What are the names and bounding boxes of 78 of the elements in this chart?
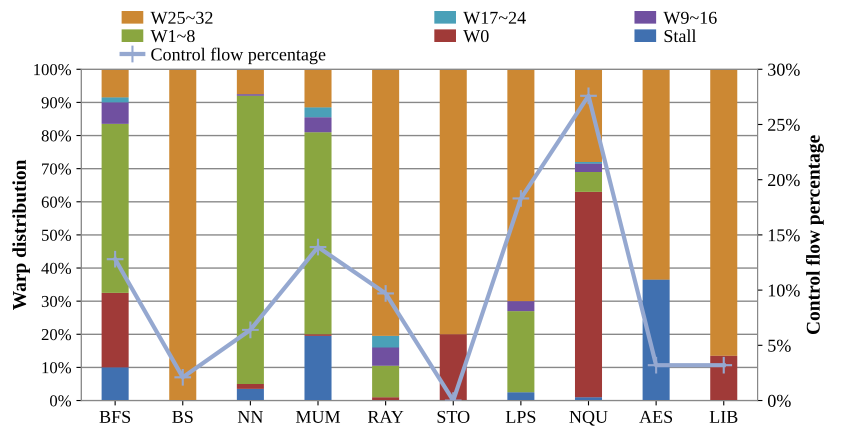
- point: [512, 189, 530, 208]
- x-tick-label: BFS: [100, 410, 130, 423]
- y2-tick-label: 30%: [768, 64, 800, 76]
- bar: [304, 132, 332, 334]
- bar: [304, 69, 332, 108]
- y-axis-title: Warp distribution: [12, 160, 30, 310]
- bar: [507, 301, 534, 312]
- bar: [372, 69, 400, 336]
- y-tick-label: 60%: [42, 196, 72, 208]
- x-tick-label: LIB: [710, 410, 738, 423]
- bar: [574, 172, 602, 192]
- legend-label: Control flow percentage: [151, 48, 326, 64]
- x-tick-label: LPS: [506, 410, 536, 423]
- y2-tick-label: 0%: [768, 394, 791, 408]
- point: [376, 284, 396, 303]
- bar: [102, 69, 129, 98]
- legend-label: W0: [463, 30, 489, 42]
- bar: [710, 356, 738, 401]
- bar: [507, 311, 534, 392]
- y-tick-label: 10%: [42, 362, 72, 374]
- bar: [102, 292, 129, 368]
- bar: [574, 397, 602, 401]
- y-tick-label: 40%: [41, 262, 72, 274]
- bar: [236, 96, 264, 384]
- y2-tick-label: 10%: [768, 284, 800, 297]
- y-tick-label: 100%: [34, 64, 72, 76]
- legend-label: W1~8: [150, 30, 195, 42]
- y-tick-label: 80%: [42, 130, 72, 142]
- bar: [372, 397, 400, 401]
- y2-tick-label: 5%: [768, 340, 791, 352]
- x-tick-label: RAY: [368, 410, 404, 423]
- bar: [372, 348, 400, 366]
- point: [173, 368, 192, 387]
- bar: [304, 107, 332, 118]
- bar: [236, 69, 264, 94]
- bar: [372, 366, 400, 398]
- bar: [102, 102, 129, 124]
- x-tick-label: MUM: [296, 410, 340, 423]
- legend-label: Stall: [664, 29, 696, 42]
- y-tick-label: 90%: [42, 97, 72, 108]
- point: [241, 320, 260, 340]
- bar: [642, 280, 670, 401]
- bar: [102, 367, 129, 401]
- x-tick-label: BS: [172, 410, 193, 423]
- bar: [102, 97, 129, 102]
- bar: [574, 192, 602, 398]
- y2-tick-label: 25%: [768, 118, 800, 131]
- bar: [642, 69, 670, 280]
- y-tick-label: 50%: [42, 230, 72, 241]
- y-tick-label: 30%: [42, 296, 72, 308]
- bar: [236, 384, 264, 389]
- bar: [507, 392, 534, 401]
- bar: [440, 69, 467, 334]
- y-tick-label: 0%: [50, 395, 72, 407]
- point: [308, 238, 328, 256]
- point: [579, 86, 598, 106]
- bar: [574, 164, 602, 172]
- y2-axis-title: Control flow percentage: [806, 135, 824, 334]
- bar: [507, 69, 534, 302]
- bar: [372, 336, 400, 348]
- legend-label: W25~32: [150, 12, 212, 24]
- bar: [169, 69, 196, 401]
- x-tick-label: NN: [238, 410, 264, 423]
- legend-label: W17~24: [463, 12, 526, 24]
- y2-tick-label: 15%: [768, 229, 800, 242]
- bar: [710, 69, 738, 356]
- bar: [236, 388, 264, 401]
- bar: [304, 117, 332, 132]
- bar: [102, 124, 129, 293]
- y-tick-label: 70%: [42, 163, 72, 175]
- point: [106, 250, 125, 269]
- legend-label: W9~16: [663, 12, 717, 24]
- x-tick-label: AES: [639, 410, 672, 423]
- x-tick-label: NQU: [569, 410, 608, 426]
- bar: [304, 336, 332, 401]
- x-tick-label: STO: [438, 410, 470, 423]
- y-tick-label: 20%: [42, 328, 72, 340]
- y2-tick-label: 20%: [768, 174, 800, 186]
